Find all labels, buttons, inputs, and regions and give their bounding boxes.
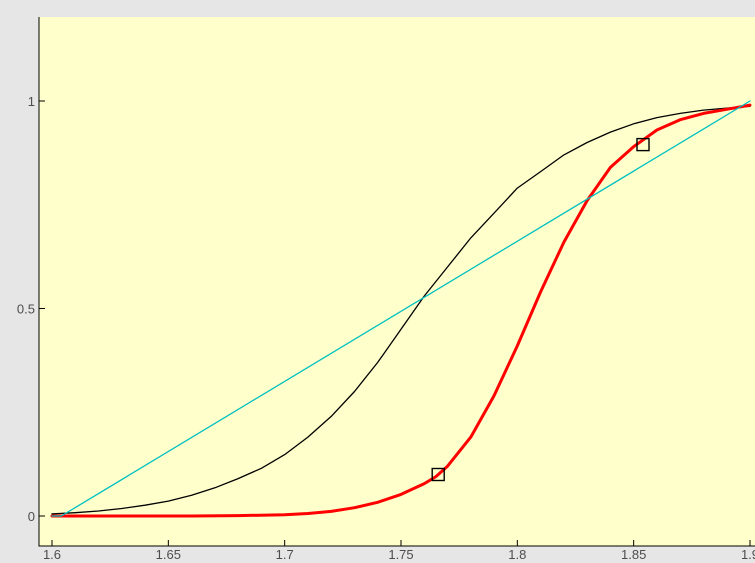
series-line-1 xyxy=(51,105,751,515)
x-tick-label: 1.6 xyxy=(43,547,61,562)
axes-frame xyxy=(38,17,755,547)
square-marker-2 xyxy=(636,137,650,152)
x-tick-label: 1.9 xyxy=(741,547,755,562)
series-line-3 xyxy=(51,100,751,517)
axes-background xyxy=(39,17,755,546)
y-tick-label: 0 xyxy=(28,509,35,524)
square-marker-1 xyxy=(431,467,445,482)
curves xyxy=(50,100,752,518)
x-axis: 1.6 1.65 1.7 1.75 1.8 1.85 1.9 xyxy=(43,540,755,562)
y-axis: 00.51 xyxy=(17,94,45,524)
series-line-2 xyxy=(50,103,752,518)
x-tick-label: 1.65 xyxy=(156,547,181,562)
markers xyxy=(431,137,650,482)
x-tick-label: 1.8 xyxy=(508,547,526,562)
x-tick-label: 1.85 xyxy=(621,547,646,562)
y-tick-label: 0.5 xyxy=(17,302,35,317)
axes-lines xyxy=(38,17,755,547)
y-tick-label: 1 xyxy=(28,94,35,109)
x-tick-label: 1.75 xyxy=(388,547,413,562)
x-tick-label: 1.7 xyxy=(276,547,294,562)
